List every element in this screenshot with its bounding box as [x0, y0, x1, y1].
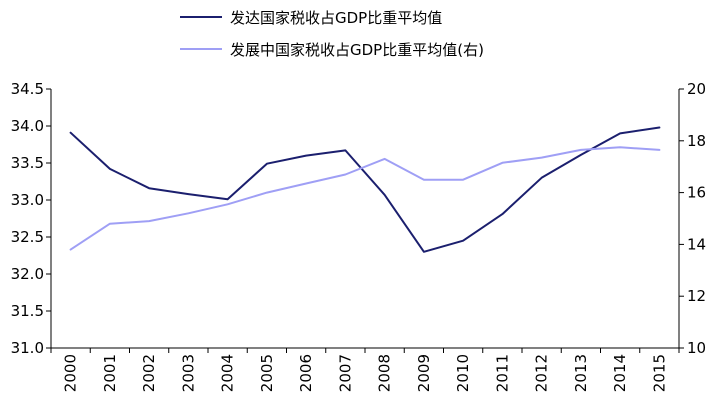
x-tick-label: 2007 — [336, 354, 354, 392]
y-right-tick-label: 10 — [687, 339, 706, 357]
y-left-tick-label: 34.5 — [11, 80, 44, 98]
x-tick-label: 2014 — [611, 354, 629, 392]
legend-label-developing: 发展中国家税收占GDP比重平均值(右) — [230, 41, 484, 59]
x-tick-label: 2010 — [454, 354, 472, 392]
x-tick-label: 2002 — [140, 354, 158, 392]
x-tick-label: 2012 — [533, 354, 551, 392]
y-left-tick-label: 33.0 — [11, 191, 44, 209]
series-line-developing — [69, 146, 661, 251]
series-layer — [69, 126, 661, 253]
x-tick-label: 2005 — [258, 354, 276, 392]
x-tick-label: 2015 — [650, 354, 668, 392]
x-tick-label: 2013 — [572, 354, 590, 392]
x-tick-label: 2004 — [219, 354, 237, 392]
x-tick-label: 2008 — [376, 354, 394, 392]
x-tick-label: 2011 — [493, 354, 511, 392]
y-left-tick-label: 32.0 — [11, 265, 44, 283]
y-right-tick-label: 12 — [687, 287, 706, 305]
x-tick-label: 2003 — [179, 354, 197, 392]
x-tick-label: 2000 — [62, 354, 80, 392]
y-right-tick-label: 20 — [687, 80, 706, 98]
y-right-tick-label: 18 — [687, 132, 706, 150]
y-left-tick-label: 34.0 — [11, 117, 44, 135]
legend: 发达国家税收占GDP比重平均值 发展中国家税收占GDP比重平均值(右) — [180, 9, 484, 59]
axes: 31.0 31.5 32.0 32.5 33.0 33.5 34.0 34.5 10 12 14 16… — [11, 80, 707, 392]
x-tick-label: 2001 — [101, 354, 119, 392]
series-line-developed — [69, 126, 661, 253]
legend-label-developed: 发达国家税收占GDP比重平均值 — [230, 9, 442, 27]
x-tick-label: 2009 — [415, 354, 433, 392]
y-left-tick-label: 31.0 — [11, 339, 44, 357]
y-left-tick-label: 31.5 — [11, 302, 44, 320]
x-tick-label: 2006 — [297, 354, 315, 392]
y-left-tick-label: 32.5 — [11, 228, 44, 246]
y-right-tick-label: 14 — [687, 235, 706, 253]
y-right-tick-label: 16 — [687, 184, 706, 202]
y-left-tick-label: 33.5 — [11, 154, 44, 172]
